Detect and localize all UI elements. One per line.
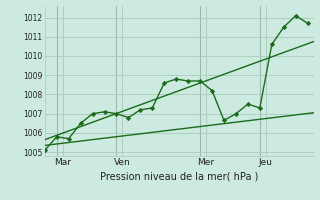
X-axis label: Pression niveau de la mer( hPa ): Pression niveau de la mer( hPa ) [100,171,258,181]
